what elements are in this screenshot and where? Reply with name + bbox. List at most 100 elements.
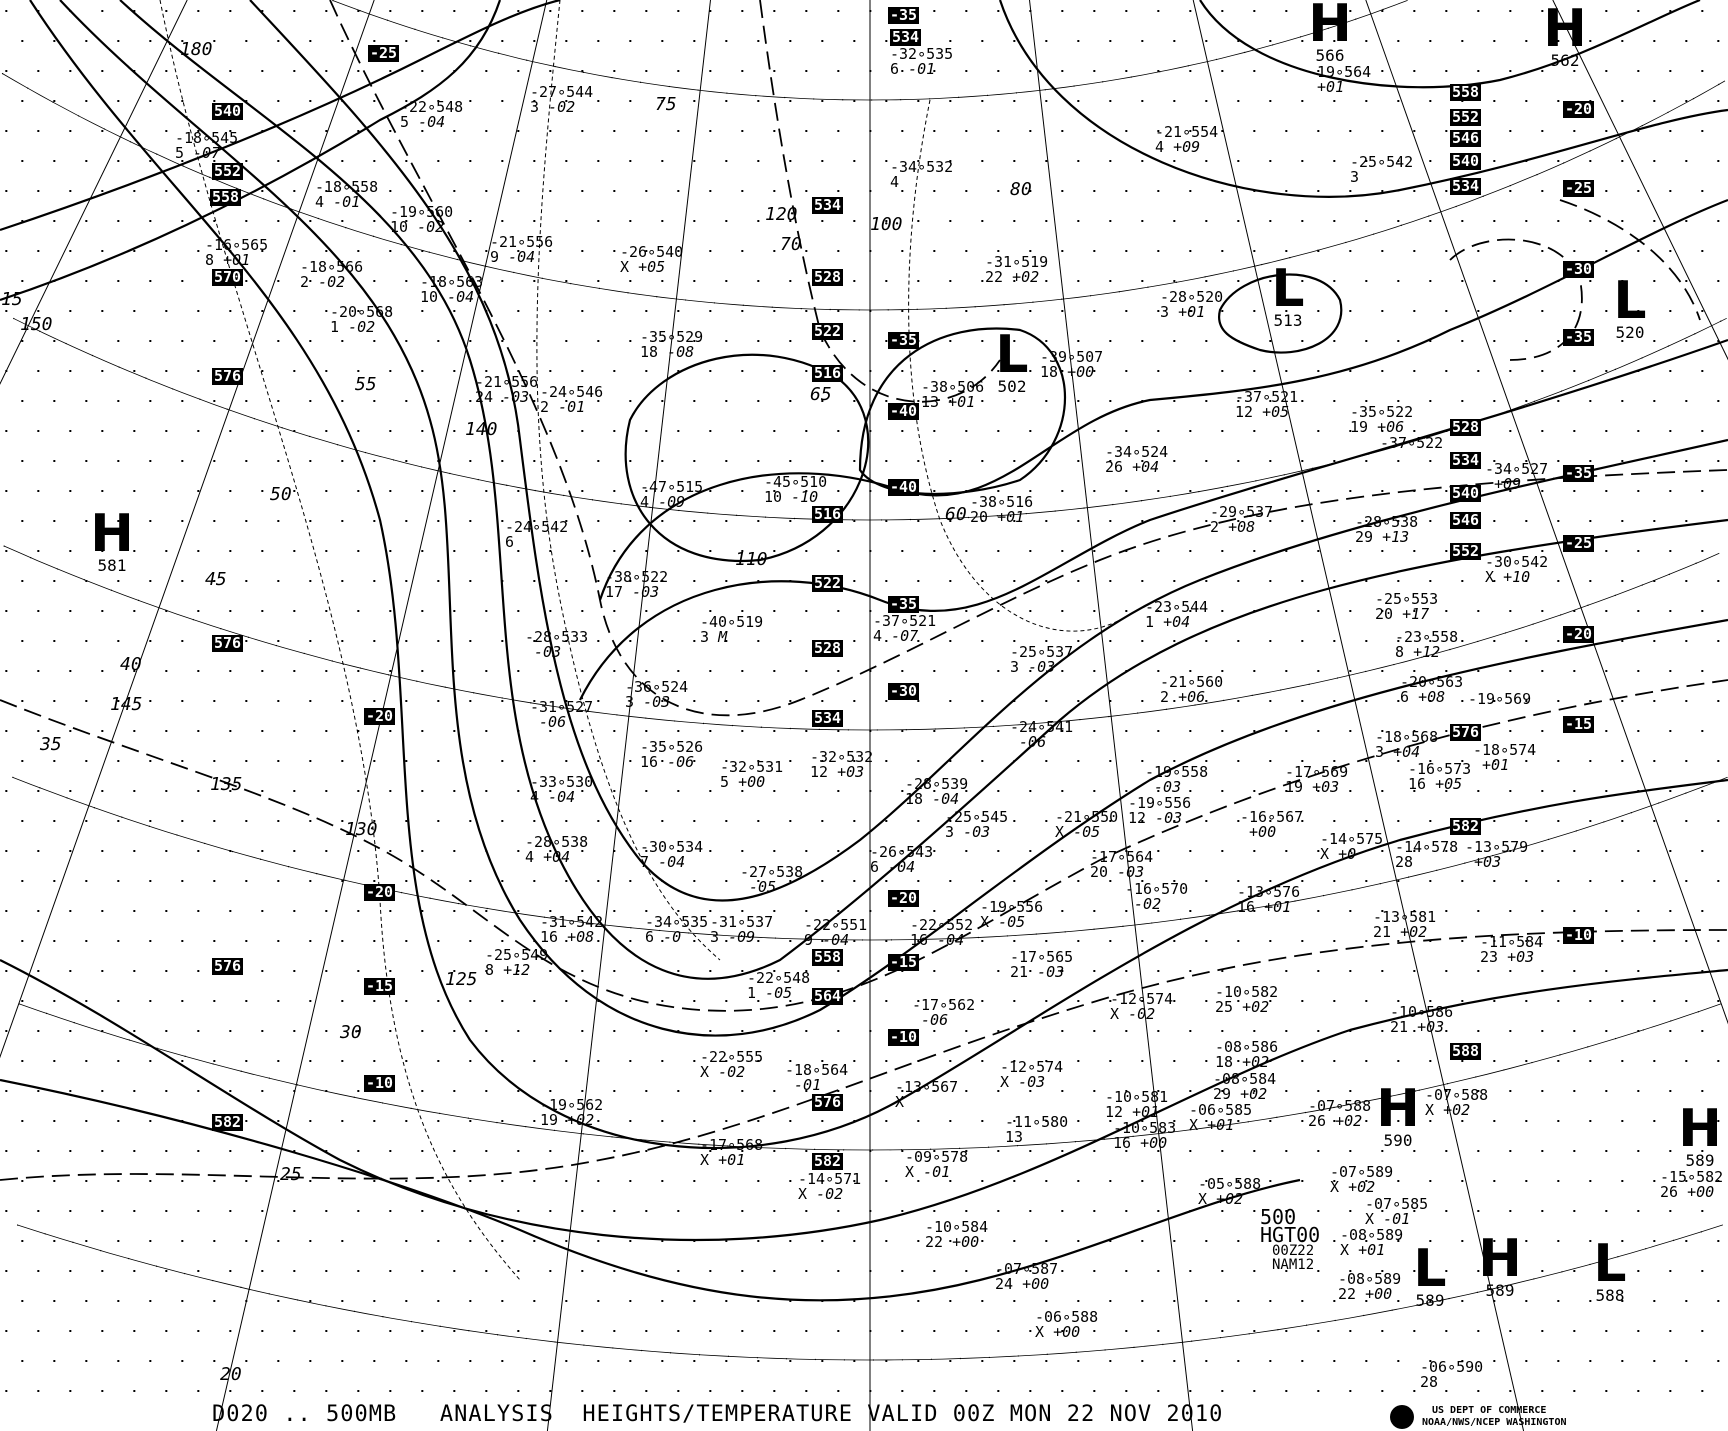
stipple-dot xyxy=(213,1060,216,1062)
isotach-label: 145 xyxy=(110,694,143,715)
stipple-dot xyxy=(1685,1300,1688,1302)
stipple-dot xyxy=(757,1360,760,1362)
stipple-dot xyxy=(629,820,632,822)
temperature-contour-label: -10 xyxy=(888,1028,920,1046)
stipple-dot xyxy=(629,100,632,102)
stipple-dot xyxy=(245,340,248,342)
stipple-dot xyxy=(1381,1030,1384,1032)
stipple-dot xyxy=(1397,460,1400,462)
stipple-dot xyxy=(1429,760,1432,762)
stipple-dot xyxy=(1621,1360,1624,1362)
stipple-dot xyxy=(1365,640,1368,642)
stipple-dot xyxy=(1061,550,1064,552)
stipple-dot xyxy=(1525,280,1528,282)
stipple-dot xyxy=(1509,10,1512,12)
station-temperature: -28 xyxy=(525,628,553,646)
stipple-dot xyxy=(1317,10,1320,12)
stipple-dot xyxy=(453,430,456,432)
stipple-dot xyxy=(357,1330,360,1332)
stipple-dot xyxy=(949,460,952,462)
station-height: 578 xyxy=(1431,838,1459,856)
station-plot: -10∘583 16 +00 xyxy=(1113,1121,1176,1151)
stipple-dot xyxy=(1397,40,1400,42)
stipple-dot xyxy=(1125,1090,1128,1092)
stipple-dot xyxy=(1125,1330,1128,1332)
station-marker-icon: ∘ xyxy=(567,383,577,401)
stipple-dot xyxy=(1365,1300,1368,1302)
stipple-dot xyxy=(789,640,792,642)
stipple-dot xyxy=(501,700,504,702)
stipple-dot xyxy=(37,790,40,792)
station-dewpoint-depression: X xyxy=(1000,1073,1019,1091)
stipple-dot xyxy=(501,400,504,402)
stipple-dot xyxy=(597,220,600,222)
stipple-dot xyxy=(661,100,664,102)
stipple-dot xyxy=(677,1090,680,1092)
stipple-dot xyxy=(389,70,392,72)
stipple-dot xyxy=(805,250,808,252)
stipple-dot xyxy=(53,460,56,462)
stipple-dot xyxy=(1349,190,1352,192)
stipple-dot xyxy=(949,1120,952,1122)
stipple-dot xyxy=(357,250,360,252)
stipple-dot xyxy=(1621,1120,1624,1122)
stipple-dot xyxy=(421,1210,424,1212)
stipple-dot xyxy=(133,10,136,12)
stipple-dot xyxy=(1253,370,1256,372)
stipple-dot xyxy=(1301,340,1304,342)
station-plot: -20∘563 6 +08 xyxy=(1400,675,1463,705)
stipple-dot xyxy=(965,550,968,552)
station-plot: -21∘550 X -05 xyxy=(1055,810,1118,840)
stipple-dot xyxy=(53,40,56,42)
stipple-dot xyxy=(789,1300,792,1302)
stipple-dot xyxy=(1109,640,1112,642)
stipple-dot xyxy=(677,10,680,12)
stipple-dot xyxy=(245,460,248,462)
stipple-dot xyxy=(373,700,376,702)
stipple-dot xyxy=(469,640,472,642)
stipple-dot xyxy=(949,580,952,582)
stipple-dot xyxy=(437,400,440,402)
stipple-dot xyxy=(5,910,8,912)
stipple-dot xyxy=(485,1150,488,1152)
stipple-dot xyxy=(1541,1210,1544,1212)
station-height-change: +12 xyxy=(1413,643,1441,661)
stipple-dot xyxy=(101,550,104,552)
stipple-dot xyxy=(1525,1060,1528,1062)
stipple-dot xyxy=(661,340,664,342)
stipple-dot xyxy=(1653,1180,1656,1182)
stipple-dot xyxy=(533,1000,536,1002)
stipple-dot xyxy=(1397,160,1400,162)
stipple-dot xyxy=(533,100,536,102)
stipple-dot xyxy=(373,40,376,42)
stipple-dot xyxy=(421,130,424,132)
station-temperature: -08 xyxy=(1213,1070,1241,1088)
stipple-dot xyxy=(533,1060,536,1062)
stipple-dot xyxy=(837,1030,840,1032)
stipple-dot xyxy=(5,10,8,12)
station-temperature: -35 xyxy=(640,738,668,756)
stipple-dot xyxy=(245,160,248,162)
stipple-dot xyxy=(405,1300,408,1302)
stipple-dot xyxy=(1397,520,1400,522)
station-marker-icon: ∘ xyxy=(1237,503,1247,521)
stipple-dot xyxy=(389,850,392,852)
stipple-dot xyxy=(229,1330,232,1332)
stipple-dot xyxy=(981,700,984,702)
station-temperature: -18 xyxy=(785,1061,813,1079)
station-height-change: +01 xyxy=(1132,1103,1160,1121)
stipple-dot xyxy=(181,280,184,282)
stipple-dot xyxy=(1349,670,1352,672)
station-marker-icon: ∘ xyxy=(1427,673,1437,691)
station-height-change: -05 xyxy=(1073,823,1101,841)
stipple-dot xyxy=(565,100,568,102)
stipple-dot xyxy=(1157,550,1160,552)
stipple-dot xyxy=(837,1150,840,1152)
stipple-dot xyxy=(837,850,840,852)
station-marker-icon: ∘ xyxy=(557,698,567,716)
stipple-dot xyxy=(1157,970,1160,972)
stipple-dot xyxy=(709,610,712,612)
stipple-dot xyxy=(197,1210,200,1212)
stipple-dot xyxy=(1413,1210,1416,1212)
stipple-dot xyxy=(645,670,648,672)
